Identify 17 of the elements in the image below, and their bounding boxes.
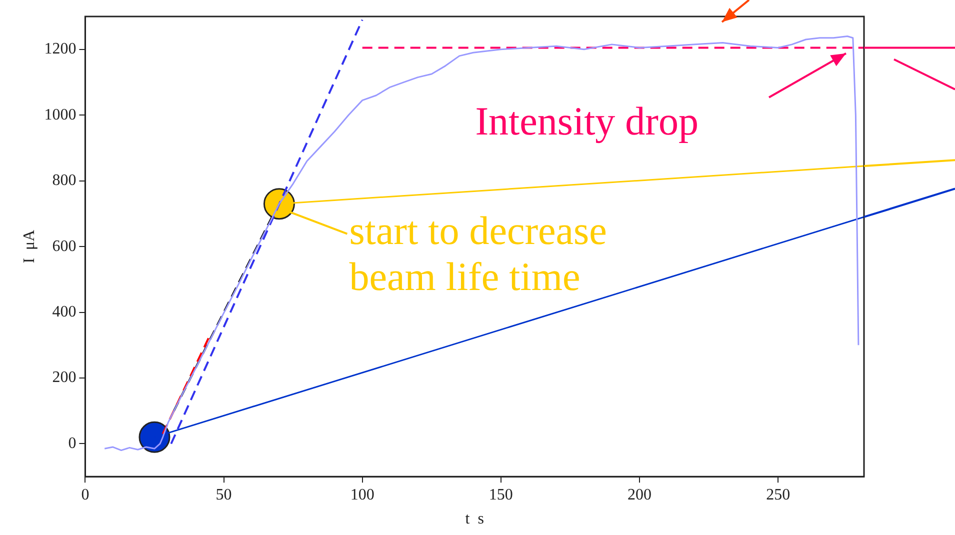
x-tick-label: 250 [766,486,790,504]
annotation: start to decrease beam life time [349,208,607,299]
y-tick-label: 800 [52,172,76,190]
x-tick-label: 0 [81,486,90,504]
x-tick-label: 200 [628,486,652,504]
y-tick-label: 0 [68,434,76,452]
x-tick-label: 50 [216,486,232,504]
y-tick-label: 1200 [44,40,76,58]
y-tick-label: 400 [52,303,76,320]
y-tick-label: 200 [52,369,76,386]
y-tick-label: 600 [52,238,76,255]
y-axis-title: I μA [20,229,38,264]
x-tick-label: 100 [350,486,374,504]
annotation: Intensity drop [475,98,699,144]
x-tick-label: 150 [488,486,513,504]
y-tick-label: 1000 [44,106,76,124]
x-axis-title: t s [465,510,484,528]
